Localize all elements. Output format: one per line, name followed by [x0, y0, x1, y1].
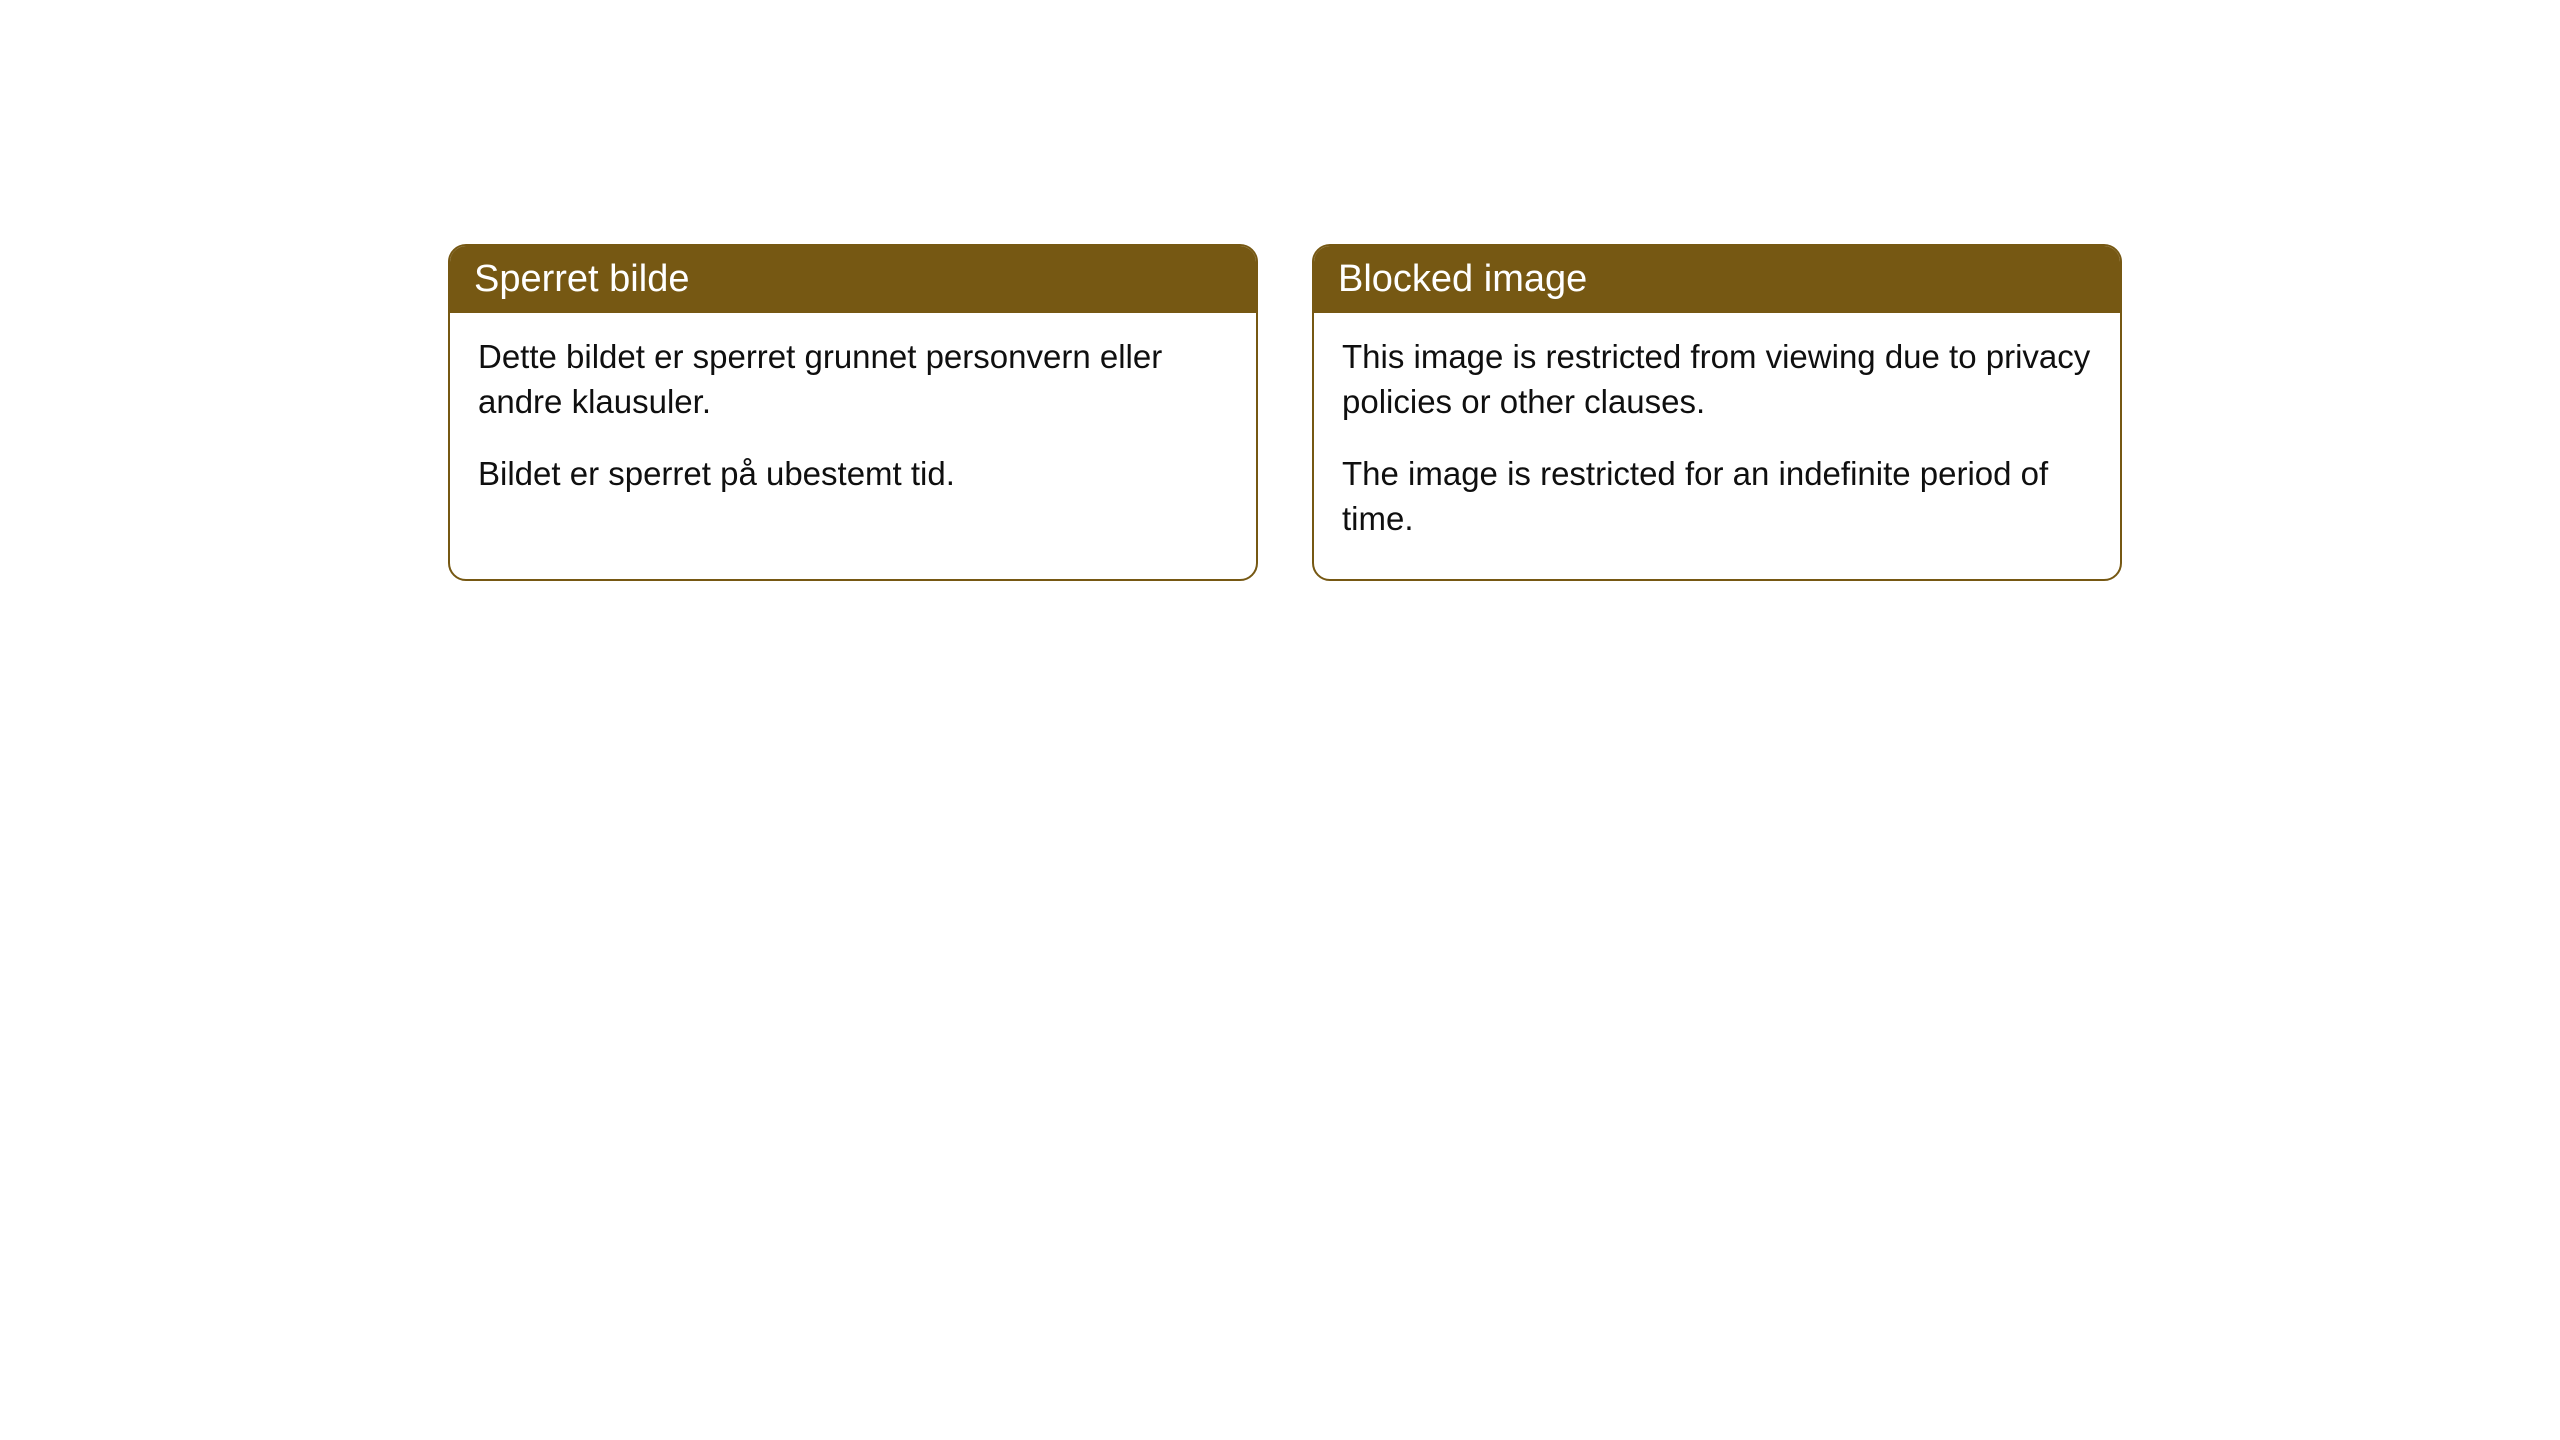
card-header-english: Blocked image [1314, 246, 2120, 313]
card-paragraph-2-norwegian: Bildet er sperret på ubestemt tid. [478, 452, 1228, 497]
blocked-image-card-english: Blocked image This image is restricted f… [1312, 244, 2122, 581]
blocked-image-card-norwegian: Sperret bilde Dette bildet er sperret gr… [448, 244, 1258, 581]
card-body-norwegian: Dette bildet er sperret grunnet personve… [450, 313, 1256, 535]
card-paragraph-1-english: This image is restricted from viewing du… [1342, 335, 2092, 424]
card-title-english: Blocked image [1338, 258, 1587, 300]
card-paragraph-1-norwegian: Dette bildet er sperret grunnet personve… [478, 335, 1228, 424]
card-title-norwegian: Sperret bilde [474, 258, 689, 300]
card-header-norwegian: Sperret bilde [450, 246, 1256, 313]
card-paragraph-2-english: The image is restricted for an indefinit… [1342, 452, 2092, 541]
card-body-english: This image is restricted from viewing du… [1314, 313, 2120, 579]
cards-container: Sperret bilde Dette bildet er sperret gr… [0, 0, 2560, 581]
